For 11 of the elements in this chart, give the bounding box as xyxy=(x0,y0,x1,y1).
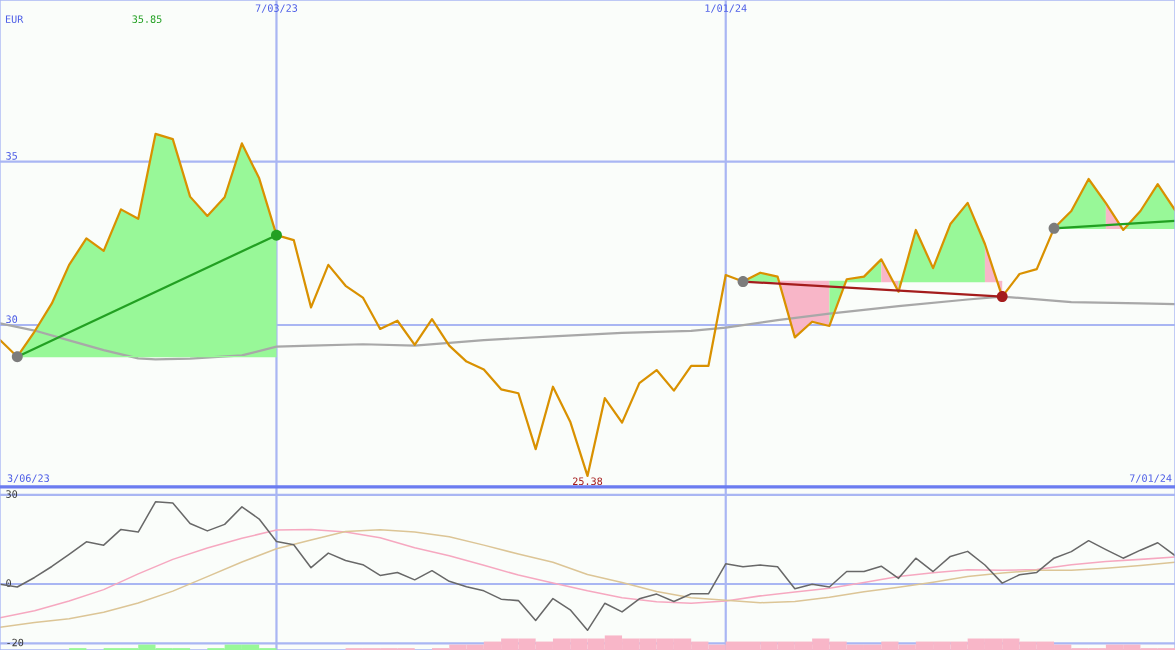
annotation: 25.38 xyxy=(572,477,603,486)
x-tick-label: 1/01/24 xyxy=(705,4,747,13)
y-tick-label: 30 xyxy=(6,490,18,498)
annotation: 7/01/24 xyxy=(1129,474,1172,483)
annotation: 35.85 xyxy=(132,15,162,23)
y-axis-title: EUR xyxy=(5,15,24,23)
x-tick-label: 7/03/23 xyxy=(255,4,298,13)
annotation: 3/06/23 xyxy=(7,474,49,483)
y-tick-label: 30 xyxy=(6,315,18,324)
y-tick-label: -20 xyxy=(7,638,24,647)
y-tick-label: 35 xyxy=(6,152,17,160)
